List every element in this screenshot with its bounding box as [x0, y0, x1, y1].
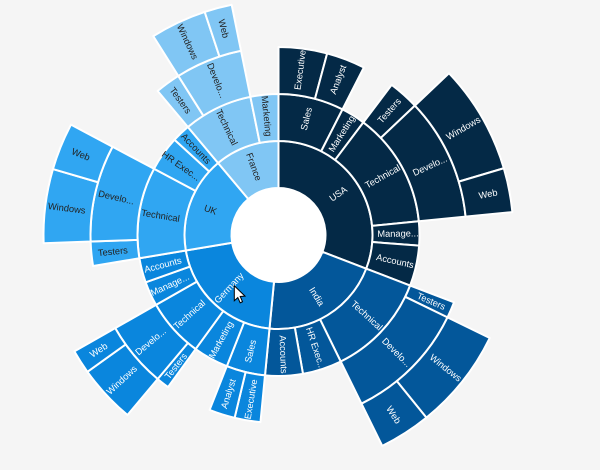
svg-text:Manage...: Manage...	[377, 228, 418, 238]
svg-text:Testers: Testers	[97, 245, 128, 258]
svg-text:Windows: Windows	[47, 201, 86, 216]
svg-text:Marketing: Marketing	[260, 95, 274, 137]
svg-text:Web: Web	[216, 18, 231, 39]
svg-text:Web: Web	[478, 187, 499, 200]
svg-text:UK: UK	[203, 203, 219, 217]
svg-text:Accounts: Accounts	[277, 335, 289, 374]
